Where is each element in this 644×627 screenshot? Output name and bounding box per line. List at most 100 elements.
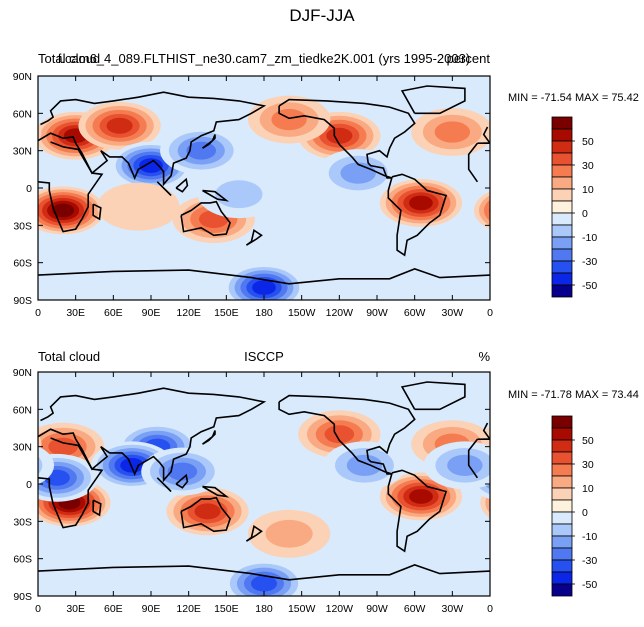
x-tick-label: 90W [366,307,388,319]
field-contour [48,437,78,456]
field-contour [568,145,639,186]
field-contour [52,203,75,218]
y-tick-label: 30N [13,442,32,454]
min-max-stats: MIN = -71.54 MAX = 75.42 [508,92,639,104]
colorbar-label: 50 [582,136,594,148]
field-contour [485,492,490,514]
x-tick-label: 0 [487,307,493,319]
field-contour [167,462,198,481]
field-contour [106,117,133,134]
coastline [175,473,189,489]
field-contour [510,496,532,510]
field-contour [510,125,545,146]
y-tick-label: 0 [26,479,32,491]
field-contour [591,158,615,173]
field-contour [504,204,526,218]
colorbar-box [551,128,573,142]
field-contour [516,128,540,143]
coastline [38,564,490,581]
field-contour [498,118,557,153]
field-contour [139,158,163,173]
colorbar-box [551,260,573,274]
coastline [202,189,230,202]
coastline [156,477,172,493]
x-tick-label: 120E [176,307,201,319]
x-tick-label: 150W [288,307,316,319]
colorbar-label: -30 [582,256,597,268]
field-contour [488,473,490,482]
field-contour [324,425,355,444]
colorbar-box [551,272,573,286]
panel-right-title: percent [447,51,491,66]
field-contour [568,423,644,471]
field-contour [620,463,644,481]
colorbar-label: -10 [582,531,597,543]
coastline [387,173,448,257]
colorbar-label: 50 [582,435,594,447]
panel-center-title: ISCCP [244,349,284,364]
field-contour [625,491,644,531]
colorbar-box [551,140,573,154]
colorbar-box [551,535,573,549]
field-contour [638,142,644,160]
map-panel-model: Total cloudf.cam6_4_089.FLTHIST_ne30.cam… [0,51,644,319]
field-contour [621,132,644,170]
figure-title: DJF-JJA [289,6,355,25]
field-contour [639,499,644,523]
colorbar-box [551,188,573,202]
map-panel-isccp: Total cloud ISCCP % 0 30E 60E 90E 120E 150E 180 15… [0,349,644,615]
colorbar-box [551,439,573,453]
field-contour [494,198,536,223]
colorbar-box [551,176,573,190]
coastline [400,85,466,115]
coastline [202,430,216,445]
field-contour [38,122,42,142]
x-tick-label: 30W [442,603,464,615]
coastline [278,394,416,475]
y-tick-label: 60S [13,258,32,270]
colorbar-box [551,523,573,537]
colorbar-label: 30 [582,160,594,172]
colorbar-box [551,511,573,525]
coastline [387,469,448,553]
cloud-field [0,372,644,596]
colorbar-box [551,248,573,262]
x-tick-label: 30E [66,603,85,615]
x-tick-label: 150W [288,603,316,615]
field-contour [484,199,490,222]
y-tick-label: 90S [13,295,32,307]
cloud-field [0,76,644,300]
coastline [38,268,490,285]
field-contour [0,455,31,476]
x-tick-label: 0 [35,603,41,615]
field-contour [326,127,353,144]
coastline [400,381,466,411]
coastline [180,496,231,533]
y-tick-label: 90N [13,367,32,379]
colorbar-label: -10 [582,232,597,244]
field-contour [500,438,530,456]
x-tick-label: 60E [104,603,123,615]
field-contour [265,519,313,548]
coastline [175,177,189,193]
field-contour [593,448,644,496]
field-contour [602,453,644,491]
x-tick-label: 60W [404,307,426,319]
field-contour [0,121,18,142]
coastline [278,98,416,179]
colorbar-box [551,583,573,597]
field-contour [492,433,539,461]
field-contour [38,456,43,475]
field-contour [215,180,263,209]
y-tick-label: 60N [13,108,32,120]
y-tick-label: 0 [26,183,32,195]
field-contour [0,179,10,227]
y-tick-label: 30N [13,146,32,158]
field-contour [409,489,433,504]
colorbar-label: 10 [582,184,594,196]
colorbar-box [551,487,573,501]
colorbar-label: -30 [582,555,597,567]
field-contour [489,206,490,215]
x-tick-label: 120W [326,307,354,319]
panel-left-title: Total cloud [38,349,100,364]
